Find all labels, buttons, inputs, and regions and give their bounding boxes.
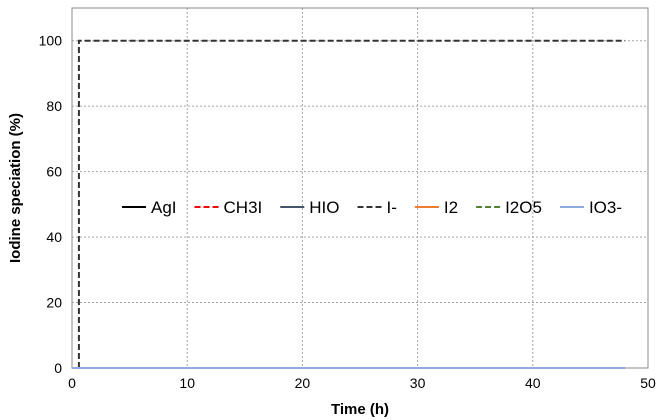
- y-tick-label: 0: [54, 360, 62, 376]
- plot-area: [71, 7, 649, 369]
- x-tick-label: 50: [640, 375, 656, 391]
- legend-label: I2: [444, 198, 458, 217]
- grid: [72, 8, 648, 368]
- y-tick-label: 100: [39, 33, 63, 49]
- y-tick-label: 40: [46, 229, 62, 245]
- x-tick-label: 30: [410, 375, 426, 391]
- x-tick-label: 40: [525, 375, 541, 391]
- y-tick-label: 80: [46, 98, 62, 114]
- x-tick-label: 0: [68, 375, 76, 391]
- legend-label: I-: [387, 198, 397, 217]
- x-axis-ticks: 0 10 20 30 40 50: [68, 375, 656, 391]
- legend-label: HIO: [309, 198, 339, 217]
- x-axis-title: Time (h): [331, 401, 389, 418]
- series-line-I-: [77, 39, 625, 368]
- legend-label: IO3-: [589, 198, 622, 217]
- y-axis-title: Iodine speciation (%): [7, 113, 24, 263]
- legend-label: AgI: [151, 198, 177, 217]
- y-tick-label: 60: [46, 164, 62, 180]
- series-layer: [72, 39, 625, 369]
- y-tick-label: 20: [46, 295, 62, 311]
- x-tick-label: 10: [179, 375, 195, 391]
- legend: AgI CH3I HIO I- I2 I2O5 IO3-: [122, 198, 622, 217]
- x-tick-label: 20: [295, 375, 311, 391]
- legend-label: I2O5: [505, 198, 542, 217]
- legend-label: CH3I: [224, 198, 263, 217]
- y-axis-ticks: 0 20 40 60 80 100: [39, 33, 63, 376]
